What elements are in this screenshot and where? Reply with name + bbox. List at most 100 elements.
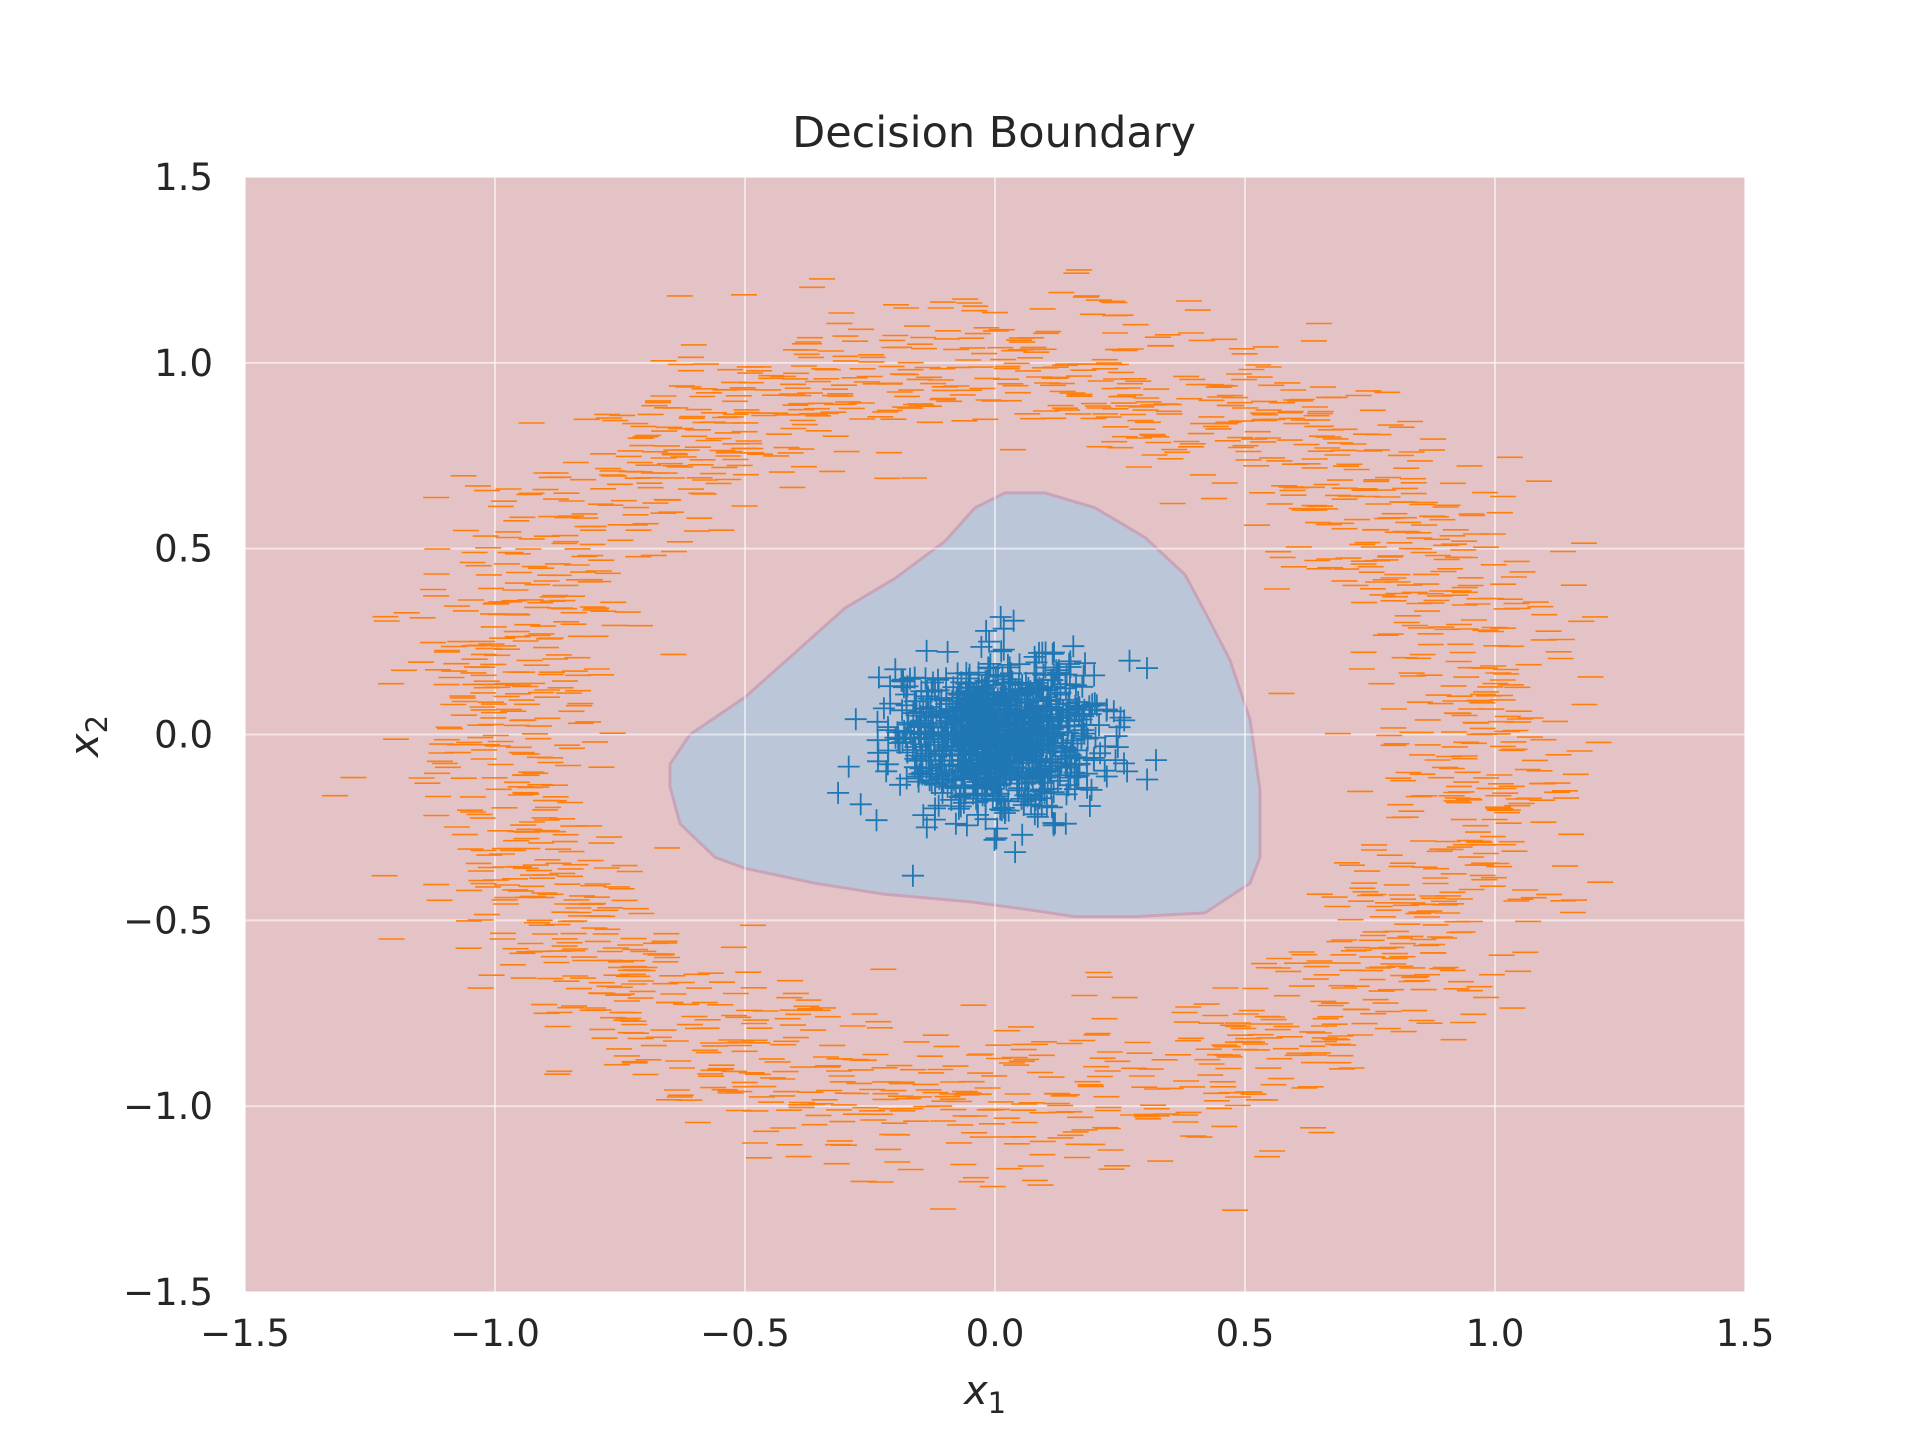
inner-class-point [1016, 785, 1039, 808]
inner-class-point [1080, 778, 1103, 801]
inner-class-point [983, 828, 1006, 851]
inner-class-point [1062, 635, 1085, 658]
x-axis-label-base: x [962, 1368, 988, 1414]
inner-class-point [1004, 841, 1027, 864]
inner-class-point [1040, 796, 1063, 819]
inner-class-point [895, 767, 918, 790]
inner-class-point [999, 751, 1022, 774]
inner-class-point [1059, 744, 1082, 767]
inner-class-point [1083, 692, 1106, 715]
y-tick-label: 0.5 [154, 528, 213, 571]
inner-class-point [916, 685, 939, 708]
inner-class-point [982, 729, 1005, 752]
x-tick-label: 1.5 [1716, 1312, 1775, 1355]
inner-class-point [1028, 735, 1051, 758]
inner-class-point [1022, 745, 1045, 767]
inner-class-point [1095, 765, 1118, 788]
inner-class-point [980, 774, 1003, 797]
inner-class-point [1017, 762, 1040, 785]
inner-class-point [940, 734, 963, 757]
inner-class-point [935, 687, 958, 709]
inner-class-point [1071, 675, 1094, 698]
inner-class-point [944, 713, 966, 736]
inner-class-point [984, 712, 1006, 734]
inner-class-point [1042, 814, 1065, 837]
inner-class-point [1093, 759, 1116, 782]
inner-class-point [956, 758, 979, 781]
inner-class-point [962, 767, 985, 790]
inner-class-point [1105, 725, 1128, 748]
inner-class-point [1045, 659, 1068, 682]
inner-class-point [911, 761, 934, 784]
inner-class-point [1059, 650, 1082, 673]
inner-class-point [1072, 664, 1095, 687]
inner-class-point [923, 808, 946, 831]
inner-class-point [955, 814, 978, 837]
inner-class-point [1108, 716, 1131, 739]
inner-class-point [849, 793, 872, 816]
inner-class-point [1055, 701, 1078, 724]
inner-class-point [867, 666, 890, 689]
inner-class-point [1063, 715, 1086, 738]
inner-class-point [1075, 713, 1098, 736]
inner-class-point [928, 743, 951, 766]
inner-class-point [985, 827, 1008, 850]
inner-class-point [1024, 678, 1047, 701]
x-tick-label: −0.5 [700, 1312, 790, 1355]
inner-class-point [1118, 649, 1141, 672]
inner-class-point [941, 739, 964, 762]
inner-class-point [866, 710, 889, 733]
inner-class-point [1025, 651, 1048, 674]
inner-class-point [877, 739, 900, 762]
inner-class-point [1011, 748, 1034, 771]
inner-class-point [978, 689, 1001, 712]
inner-class-point [1048, 716, 1071, 739]
inner-class-point [974, 808, 997, 831]
inner-class-point [1026, 805, 1049, 828]
x-tick-label: −1.5 [200, 1312, 290, 1355]
inner-class-point [991, 665, 1014, 688]
inner-class-point [965, 771, 988, 793]
inner-class-point [891, 731, 914, 754]
y-tick-label: 0.0 [154, 714, 213, 757]
inner-class-point [1085, 694, 1108, 717]
inner-class-point [1020, 700, 1043, 722]
inner-class-point [925, 706, 948, 729]
inner-class-point [975, 619, 998, 642]
inner-class-point [990, 640, 1013, 663]
inner-class-point [989, 606, 1012, 628]
x-tick-label: 0.0 [966, 1312, 1025, 1355]
inner-class-point [1023, 803, 1046, 826]
inner-class-point [1026, 710, 1049, 733]
inner-class-point [938, 698, 961, 721]
inner-class-point [1062, 732, 1085, 755]
inner-class-point [940, 768, 963, 790]
inner-class-point [892, 670, 915, 693]
inner-class-point [975, 695, 998, 717]
y-axis-label-subscript: 2 [80, 715, 114, 733]
y-tick-label: −1.0 [123, 1085, 213, 1128]
inner-class-point [979, 652, 1002, 675]
inner-class-point [1001, 670, 1024, 693]
inner-class-point [927, 668, 949, 691]
inner-class-point [1095, 698, 1118, 721]
x-tick-label: −1.0 [450, 1312, 540, 1355]
inner-class-point [936, 640, 959, 663]
inner-class-point [915, 756, 938, 779]
inner-class-point [986, 687, 1009, 710]
inner-class-point [1000, 662, 1022, 685]
inner-class-point [1063, 761, 1086, 784]
inner-class-point [867, 750, 889, 773]
inner-class-point [963, 727, 986, 750]
y-tick-label: 1.5 [154, 156, 213, 199]
inner-class-point [993, 802, 1016, 824]
y-tick-label: −1.5 [123, 1271, 213, 1314]
inner-class-point [879, 692, 902, 715]
inner-class-point [965, 752, 988, 775]
inner-class-point [978, 630, 1001, 653]
inner-class-point [901, 864, 924, 887]
y-axis-label-base: x [62, 733, 108, 759]
inner-class-point [978, 745, 1001, 768]
inner-class-point [910, 733, 933, 756]
